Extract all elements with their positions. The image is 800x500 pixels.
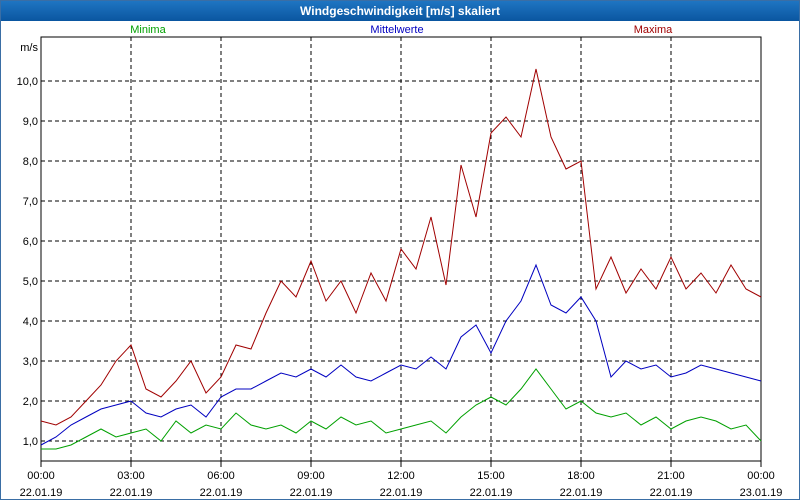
y-tick-label: 7,0 <box>23 196 38 208</box>
x-tick-time: 03:00 <box>117 470 145 482</box>
window-title: Windgeschwindigkeit [m/s] skaliert <box>1 1 799 21</box>
y-tick-label: 9,0 <box>23 116 38 128</box>
legend-maxima: Maxima <box>634 24 673 36</box>
y-tick-label: 3,0 <box>23 356 38 368</box>
x-tick-time: 18:00 <box>567 470 595 482</box>
y-tick-label: 10,0 <box>17 76 38 88</box>
x-tick-date: 22.01.19 <box>560 487 603 499</box>
legend-mittelwerte: Mittelwerte <box>370 24 423 36</box>
x-tick-time: 09:00 <box>297 470 325 482</box>
x-tick-time: 21:00 <box>657 470 685 482</box>
x-tick-date: 22.01.19 <box>20 487 63 499</box>
y-tick-label: 4,0 <box>23 316 38 328</box>
y-tick-label: 5,0 <box>23 276 38 288</box>
x-tick-date: 22.01.19 <box>200 487 243 499</box>
y-tick-label: 2,0 <box>23 396 38 408</box>
x-tick-date: 22.01.19 <box>470 487 513 499</box>
x-tick-date: 22.01.19 <box>110 487 153 499</box>
y-axis-label: m/s <box>20 42 38 54</box>
x-tick-date: 23.01.19 <box>740 487 783 499</box>
x-tick-time: 00:00 <box>27 470 55 482</box>
x-tick-date: 22.01.19 <box>650 487 693 499</box>
chart-area: 1,0 2,0 3,0 4,0 5,0 6,0 7,0 8,0 9,0 10,0 m/s 00:00 2… <box>17 24 783 499</box>
x-tick-time: 00:00 <box>747 470 775 482</box>
series-line-mittelwerte <box>40 263 762 446</box>
y-tick-label: 6,0 <box>23 236 38 248</box>
x-tick-time: 12:00 <box>387 470 415 482</box>
y-tick-label: 1,0 <box>23 436 38 448</box>
legend-minima: Minima <box>130 24 166 36</box>
x-tick-date: 22.01.19 <box>290 487 333 499</box>
x-tick-time: 06:00 <box>207 470 235 482</box>
x-tick-time: 15:00 <box>477 470 505 482</box>
y-tick-label: 8,0 <box>23 156 38 168</box>
series-line-minima <box>41 368 762 450</box>
x-tick-date: 22.01.19 <box>380 487 423 499</box>
series-line-maxima <box>40 68 762 426</box>
